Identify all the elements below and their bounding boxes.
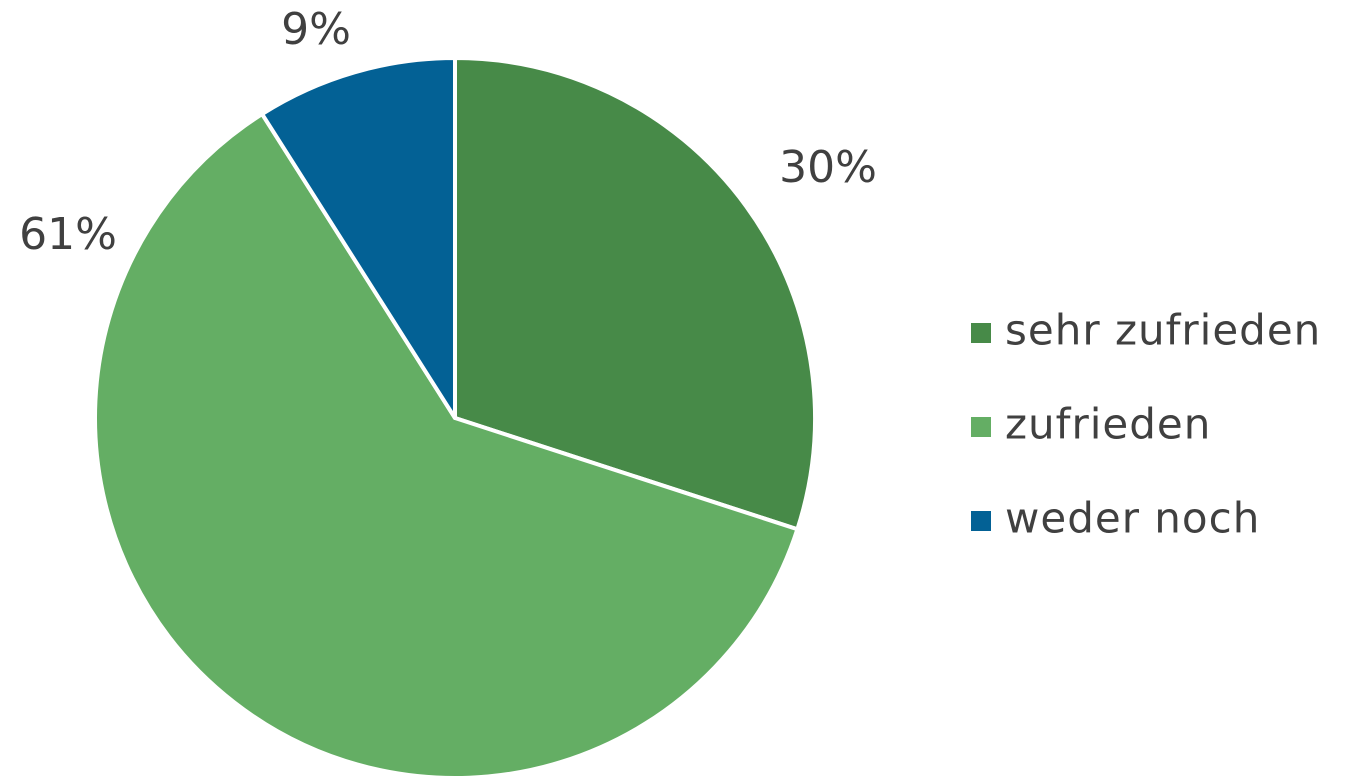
data-label: 9% bbox=[281, 4, 351, 55]
legend-label: weder noch bbox=[1005, 494, 1260, 543]
data-label: 61% bbox=[19, 209, 117, 260]
data-label: 30% bbox=[779, 142, 877, 193]
pie-slice bbox=[93, 112, 800, 778]
legend-label: zufrieden bbox=[1005, 400, 1211, 449]
pie-slice bbox=[260, 56, 457, 420]
legend-label: sehr zufrieden bbox=[1005, 306, 1321, 355]
pie-slice bbox=[453, 56, 817, 532]
legend-swatch bbox=[971, 417, 991, 437]
legend-swatch bbox=[971, 511, 991, 531]
legend-swatch bbox=[971, 323, 991, 343]
